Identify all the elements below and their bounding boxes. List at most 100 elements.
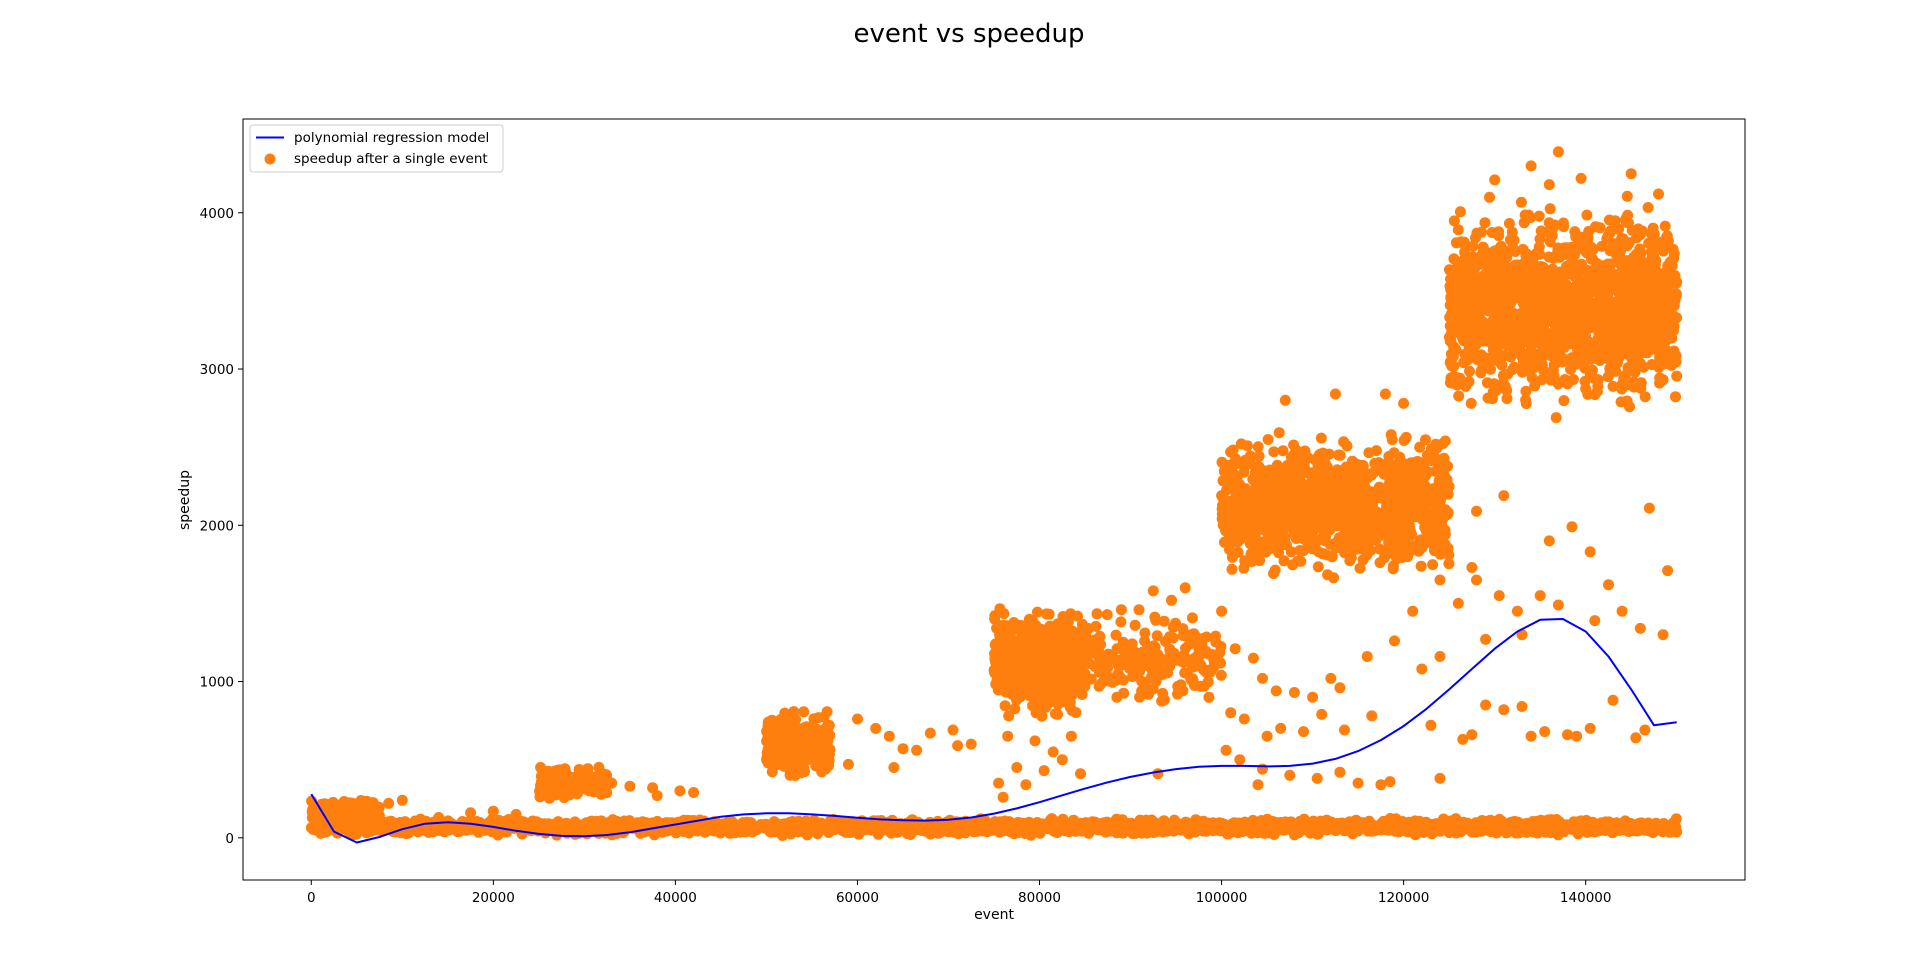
- scatter-point: [1133, 604, 1145, 616]
- scatter-point: [1137, 653, 1149, 665]
- scatter-point: [1158, 694, 1170, 706]
- scatter-point: [1050, 636, 1062, 648]
- scatter-point: [1346, 458, 1358, 470]
- scatter-point: [724, 827, 736, 839]
- scatter-point: [1056, 647, 1067, 658]
- scatter-point: [1085, 673, 1097, 685]
- scatter-point: [1252, 441, 1264, 453]
- scatter-point: [943, 816, 955, 828]
- scatter-point: [1226, 563, 1238, 575]
- scatter-point: [1198, 632, 1210, 644]
- scatter-point: [1090, 640, 1102, 652]
- scatter-point: [1009, 703, 1021, 715]
- scatter-point: [1084, 658, 1096, 670]
- scatter-point: [322, 799, 333, 811]
- scatter-point: [1510, 826, 1522, 838]
- scatter-point: [535, 821, 547, 833]
- scatter-point: [1103, 655, 1114, 667]
- scatter-point: [592, 823, 604, 835]
- scatter-point: [1140, 818, 1152, 830]
- scatter-point: [1268, 446, 1280, 458]
- scatter-point: [492, 829, 504, 841]
- scatter-point: [995, 682, 1007, 694]
- scatter-point: [992, 650, 1004, 662]
- scatter-point: [1413, 822, 1425, 834]
- scatter-point: [534, 787, 546, 799]
- scatter-point: [800, 729, 812, 741]
- scatter-point: [769, 738, 780, 750]
- scatter-point: [1357, 554, 1369, 566]
- scatter-point: [1341, 440, 1353, 452]
- scatter-point: [818, 711, 830, 723]
- scatter-point: [1202, 676, 1214, 688]
- scatter-point: [1009, 644, 1021, 656]
- scatter-point: [1036, 703, 1048, 715]
- scatter-point: [558, 821, 570, 833]
- scatter-point: [1388, 447, 1400, 459]
- scatter-point: [1275, 820, 1287, 832]
- scatter-point: [580, 818, 592, 830]
- scatter-point: [1147, 650, 1158, 662]
- scatter-point: [1036, 658, 1048, 670]
- scatter-point: [577, 776, 589, 788]
- scatter-point: [442, 823, 454, 835]
- scatter-point: [1134, 665, 1146, 677]
- scatter-point: [1069, 823, 1081, 835]
- scatter-point: [1021, 642, 1033, 654]
- scatter-point: [1018, 821, 1030, 832]
- scatter-point: [1098, 823, 1110, 835]
- scatter-point: [1628, 819, 1640, 831]
- scatter-point: [1528, 826, 1540, 838]
- scatter-point: [561, 782, 573, 794]
- scatter-point: [569, 822, 581, 834]
- scatter-point: [1063, 670, 1074, 681]
- scatter-point: [1294, 545, 1306, 556]
- scatter-point: [1106, 676, 1118, 688]
- scatter-point: [1043, 608, 1055, 620]
- scatter-point: [1315, 432, 1327, 444]
- scatter-point: [1455, 826, 1467, 838]
- scatter-point: [899, 824, 911, 836]
- scatter-point: [1275, 474, 1287, 486]
- scatter-point: [1215, 669, 1227, 681]
- scatter-point: [1203, 691, 1215, 703]
- scatter-point: [1050, 708, 1061, 720]
- scatter-point: [989, 610, 1001, 622]
- scatter-point: [1671, 826, 1683, 838]
- scatter-point: [1029, 626, 1041, 638]
- scatter-point: [1401, 822, 1413, 833]
- scatter-point: [1283, 462, 1295, 474]
- scatter-point: [1057, 611, 1069, 622]
- scatter-point: [1439, 539, 1451, 550]
- scatter-point: [1600, 822, 1612, 834]
- scatter-point: [1062, 688, 1073, 700]
- scatter-point: [1372, 820, 1384, 832]
- scatter-point: [1229, 822, 1241, 834]
- scatter-point: [1192, 650, 1203, 662]
- scatter-point: [821, 739, 833, 751]
- scatter-point: [1189, 680, 1201, 691]
- scatter-point: [991, 622, 1003, 634]
- scatter-point: [773, 753, 785, 765]
- scatter-point: [1157, 667, 1169, 679]
- scatter-point: [1613, 824, 1625, 836]
- scatter-point: [1045, 821, 1057, 833]
- scatter-point: [1166, 819, 1178, 831]
- scatter-point: [673, 825, 685, 837]
- scatter-point: [1427, 559, 1439, 571]
- scatter-point: [1296, 447, 1308, 459]
- scatter-point: [1291, 821, 1303, 833]
- scatter-point: [751, 824, 763, 835]
- scatter-point: [997, 667, 1009, 679]
- scatter-point: [1036, 634, 1048, 646]
- scatter-point: [840, 822, 852, 833]
- scatter-point: [1186, 612, 1198, 624]
- scatter-point: [1175, 679, 1187, 691]
- scatter-point: [1439, 529, 1451, 540]
- scatter-point: [1117, 636, 1129, 648]
- scatter-point: [1008, 670, 1020, 682]
- scatter-point: [348, 802, 360, 814]
- scatter-point: [1150, 614, 1162, 626]
- scatter-point: [1108, 817, 1120, 829]
- scatter-point: [1046, 694, 1057, 706]
